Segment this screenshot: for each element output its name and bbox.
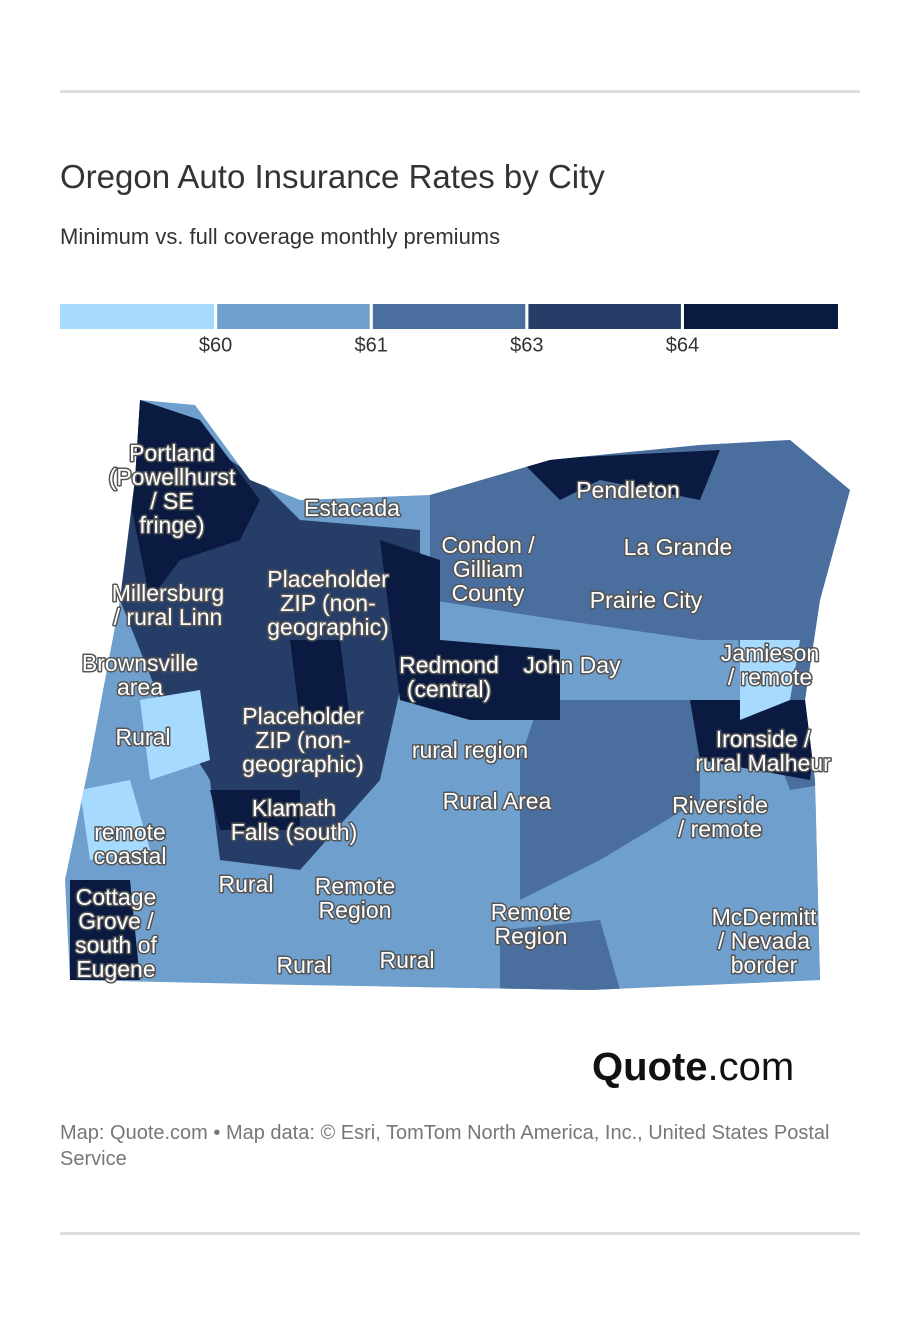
place-label: coastal [94,843,167,869]
place-label: Remote [491,899,572,925]
place-label: Region [495,923,568,949]
place-label: / remote [678,816,762,842]
region [70,880,140,980]
region [500,920,620,990]
place-label: Grove / [78,908,154,934]
place-label: John Day [523,652,621,678]
region [130,400,260,600]
place-label: Placeholder [242,703,364,729]
place-label: fringe) [139,512,204,538]
region [430,440,800,640]
brand-name: Quote [592,1045,708,1089]
place-label: Gilliam [453,556,523,582]
place-label: south of [75,932,157,958]
place-label: McDermitt [712,904,817,930]
legend-tick-label: $60 [199,334,232,356]
place-label: / rural Linn [114,604,223,630]
region [380,540,560,720]
place-label: geographic) [242,751,363,777]
place-label: Millersburg [112,580,224,606]
oregon-map [65,400,850,990]
legend: $60 $61 $63 $64 [60,304,838,356]
place-label: County [452,580,525,606]
legend-swatch [60,304,216,329]
place-label: Eugene [76,956,155,982]
top-rule [60,90,860,93]
place-label: / SE [150,488,193,514]
legend-swatch [683,304,838,329]
place-label: (central) [407,676,491,702]
place-label: remote [94,819,166,845]
place-label: Rural [219,871,274,897]
place-label: Ironside / [716,726,811,752]
place-label: Redmond [399,652,499,678]
place-label: Falls (south) [231,819,358,845]
region [520,450,720,500]
subtitle: Minimum vs. full coverage monthly premiu… [60,224,501,249]
region [290,640,350,720]
region [600,800,820,990]
place-label: Condon / [441,532,535,558]
region [520,700,700,900]
legend-swatch [372,304,527,329]
legend-swatch [528,304,683,329]
place-label: Rural [380,947,435,973]
place-label: La Grande [624,534,733,560]
region [210,790,300,830]
region [140,690,210,780]
region [690,700,820,780]
place-label: geographic) [267,614,388,640]
legend-tick-label: $64 [666,334,699,356]
place-label: Placeholder [267,566,389,592]
place-label: Brownsville [82,650,198,676]
place-label: Jamieson [721,640,819,666]
place-label: Prairie City [590,587,703,613]
place-label: Rural Area [443,788,552,814]
place-label: Klamath [252,795,336,821]
place-label: Cottage [76,884,157,910]
place-label: Pendleton [576,477,680,503]
place-label: / remote [728,664,812,690]
place-label: Portland [129,440,215,466]
title: Oregon Auto Insurance Rates by City [60,158,605,195]
map-chart: $60 $61 $63 $64 Portland(Powellhurst/ SEfri… [60,304,850,990]
region [80,780,150,860]
place-label: ZIP (non- [280,590,375,616]
place-label: Region [319,897,392,923]
place-label: Remote [315,873,396,899]
legend-swatch [217,304,372,329]
place-label: ZIP (non- [255,727,350,753]
brand-suffix: .com [707,1045,795,1089]
legend-tick-label: $63 [510,334,543,356]
place-label: (Powellhurst [109,464,236,490]
place-label: Estacada [304,495,400,521]
legend-tick-label: $61 [355,334,388,356]
place-label: Rural [116,724,171,750]
place-label: / Nevada [718,928,810,954]
place-label: rural region [412,737,528,763]
place-label: border [731,952,798,978]
place-label: Riverside [672,792,768,818]
place-label: area [117,674,163,700]
place-label: Rural [277,952,332,978]
brand-logo: Quote.com [592,1045,794,1090]
region [740,640,800,720]
bottom-rule [60,1232,860,1235]
place-label: rural Malheur [695,750,831,776]
footer-credit: Map: Quote.com • Map data: © Esri, TomTo… [60,1122,830,1170]
